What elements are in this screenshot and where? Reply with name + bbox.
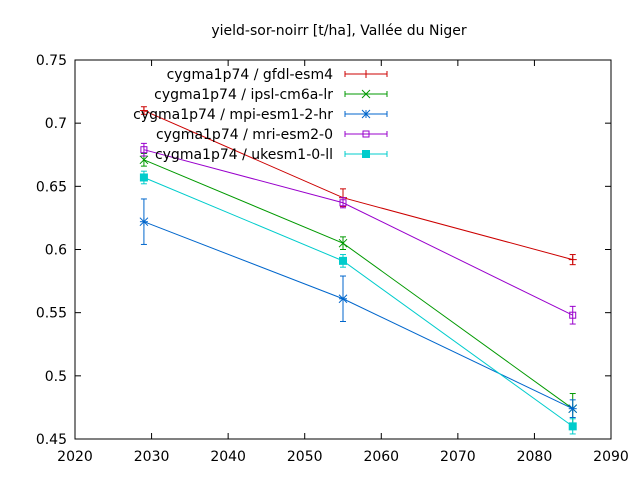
- legend-label: cygma1p74 / ipsl-cm6a-lr: [154, 87, 333, 103]
- marker-shape: [339, 199, 347, 207]
- y-tick-label: 0.6: [45, 243, 67, 259]
- legend: cygma1p74 / gfdl-esm4 cygma1p74 / ipsl-cm…: [133, 67, 388, 163]
- data-point: [339, 256, 347, 265]
- marker-stroke: [568, 404, 578, 414]
- series-2: [139, 152, 578, 425]
- data-point: [139, 217, 149, 227]
- legend-marker: [361, 109, 371, 119]
- data-point: [569, 311, 577, 319]
- series-layer: [139, 106, 578, 435]
- legend-marker: [362, 130, 370, 138]
- x-tick-label: 2080: [517, 449, 553, 465]
- legend-item-3: cygma1p74 / mpi-esm1-2-hr: [133, 107, 388, 123]
- marker-stroke: [361, 89, 371, 99]
- legend-label: cygma1p74 / mpi-esm1-2-hr: [133, 107, 333, 123]
- marker-shape: [140, 146, 148, 154]
- marker-stroke: [338, 294, 348, 304]
- legend-label: cygma1p74 / mri-esm2-0: [156, 127, 333, 143]
- y-tick-label: 0.5: [45, 369, 67, 385]
- data-point: [338, 294, 348, 304]
- x-tick-label: 2020: [57, 449, 93, 465]
- data-point: [338, 238, 348, 248]
- marker-stroke: [139, 155, 149, 165]
- marker-shape: [362, 150, 370, 158]
- series-line: [143, 177, 574, 427]
- y-tick-label: 0.55: [36, 306, 67, 322]
- x-tick-label: 2030: [134, 449, 170, 465]
- legend-marker: [362, 70, 370, 78]
- series-4: [140, 142, 577, 325]
- legend-marker: [362, 150, 370, 158]
- data-point: [139, 106, 148, 115]
- series-3: [139, 198, 578, 419]
- marker-shape: [568, 422, 577, 431]
- x-tick-label: 2040: [210, 449, 246, 465]
- legend-label: cygma1p74 / ukesm1-0-ll: [155, 147, 333, 163]
- legend-marker: [361, 89, 371, 99]
- data-point: [568, 255, 577, 264]
- data-point: [139, 155, 149, 165]
- marker-shape: [569, 311, 577, 319]
- data-point: [568, 422, 577, 431]
- data-point: [339, 199, 347, 207]
- series-5: [139, 170, 577, 435]
- data-point: [568, 404, 578, 414]
- legend-item-5: cygma1p74 / ukesm1-0-ll: [155, 147, 388, 163]
- legend-item-1: cygma1p74 / gfdl-esm4: [167, 67, 388, 83]
- x-tick-label: 2060: [363, 449, 399, 465]
- marker-shape: [339, 256, 347, 265]
- chart-title: yield-sor-noirr [t/ha], Vallée du Niger: [211, 23, 467, 39]
- legend-item-4: cygma1p74 / mri-esm2-0: [156, 127, 388, 143]
- legend-label: cygma1p74 / gfdl-esm4: [167, 67, 334, 83]
- legend-item-2: cygma1p74 / ipsl-cm6a-lr: [154, 87, 388, 103]
- marker-shape: [362, 130, 370, 138]
- data-point: [140, 146, 148, 154]
- marker-stroke: [139, 217, 149, 227]
- axes: 2020 2030 2040 2050 2060 2070 2080 2090 0.45 0.5 0…: [36, 53, 629, 465]
- y-tick-label: 0.7: [45, 116, 67, 132]
- y-tick-label: 0.45: [36, 432, 67, 448]
- series-line: [143, 149, 573, 316]
- x-tick-label: 2070: [440, 449, 476, 465]
- y-tick-label: 0.75: [36, 53, 67, 69]
- marker-shape: [139, 173, 148, 182]
- y-tick-label: 0.65: [36, 179, 67, 195]
- x-tick-label: 2050: [287, 449, 323, 465]
- marker-stroke: [338, 238, 348, 248]
- x-tick-label: 2090: [593, 449, 629, 465]
- marker-stroke: [361, 109, 371, 119]
- data-point: [139, 173, 148, 182]
